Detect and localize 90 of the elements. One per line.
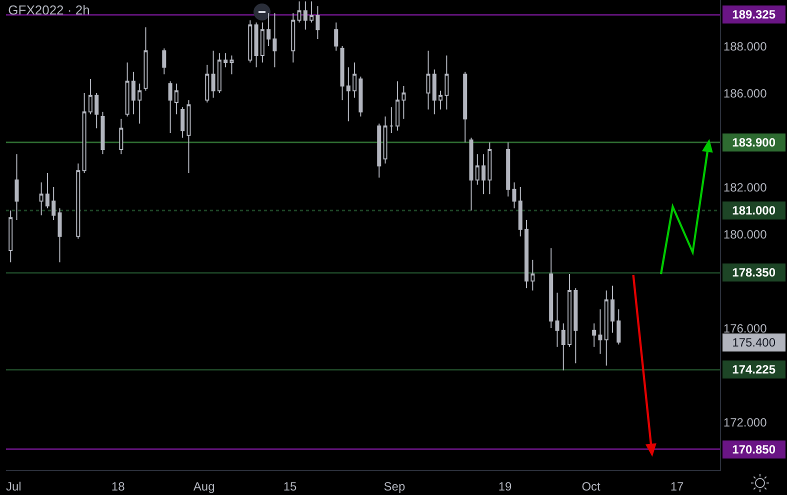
candlestick — [131, 71, 136, 115]
x-tick-label: 18 — [111, 479, 126, 494]
candlestick — [14, 154, 19, 220]
candlestick — [598, 308, 602, 354]
candlestick — [616, 308, 621, 346]
chart-title: GFX2022 · 2h — [8, 2, 90, 18]
x-tick-label: Jul — [6, 479, 22, 494]
candlestick — [389, 106, 394, 134]
candlestick — [162, 48, 166, 75]
candlestick — [45, 172, 50, 209]
x-tick-label: 15 — [283, 479, 298, 494]
y-tick-label: 180.000 — [723, 227, 768, 242]
y-tick-label: 182.000 — [723, 180, 768, 194]
x-tick-label: Sep — [384, 479, 406, 494]
candlestick — [248, 20, 252, 64]
candlestick — [346, 66, 350, 122]
candlestick — [358, 76, 363, 118]
candlestick — [352, 62, 357, 98]
candlestick — [125, 62, 130, 118]
candlestick — [291, 12, 296, 64]
candlestick — [186, 100, 191, 174]
y-tick-label: 186.000 — [723, 86, 768, 100]
candlestick — [39, 182, 44, 216]
candlestick — [303, 0, 308, 30]
candlestick — [506, 142, 510, 197]
candlestick — [568, 274, 572, 348]
candlestick — [549, 248, 554, 329]
candlestick — [211, 50, 216, 98]
candlestick — [396, 80, 400, 132]
candlestick — [426, 50, 430, 110]
candlestick — [482, 154, 486, 195]
candlestick — [444, 54, 449, 110]
candlestick — [610, 285, 615, 334]
candlestick — [119, 118, 124, 155]
candlestick — [52, 186, 56, 220]
candlestick — [138, 83, 142, 124]
candlestick — [555, 292, 560, 348]
candlestick — [266, 12, 271, 47]
candlestick — [488, 142, 492, 195]
x-tick-label: Aug — [193, 479, 215, 494]
candlestick — [217, 52, 222, 94]
candlestick — [82, 92, 86, 174]
ref-line-label: 178.350 — [732, 266, 776, 280]
candlestick — [463, 71, 468, 143]
candlestick — [340, 46, 344, 101]
candlestick — [604, 290, 608, 366]
x-tick-label: 19 — [498, 479, 512, 494]
candlestick — [530, 259, 535, 291]
candlestick — [88, 78, 92, 115]
candlestick — [518, 186, 522, 237]
y-tick-label: 188.000 — [723, 39, 768, 54]
candlestick — [254, 22, 258, 68]
x-tick-label: Oct — [582, 479, 602, 494]
candlestick — [76, 163, 80, 240]
candlestick — [8, 210, 13, 263]
candlestick — [334, 22, 338, 52]
candlestick — [260, 22, 264, 64]
candlestick — [438, 90, 443, 110]
ref-line-label: 170.850 — [732, 442, 776, 456]
ref-line-label: 183.900 — [732, 136, 776, 150]
candlestick — [100, 111, 105, 155]
candlestick — [377, 123, 382, 178]
candlestick — [475, 154, 480, 186]
candlestick — [144, 26, 148, 92]
text: 175.400 — [732, 336, 776, 350]
candlestick — [561, 322, 566, 371]
ref-line-label: 174.225 — [732, 362, 776, 376]
candlestick — [316, 6, 320, 40]
candlestick — [180, 106, 185, 138]
x-tick-label: 17 — [670, 479, 684, 494]
candlestick — [272, 12, 277, 68]
candlestick — [205, 64, 210, 103]
ref-line-label: 189.325 — [732, 8, 776, 22]
candlestick — [383, 116, 388, 164]
candlestick — [574, 288, 578, 364]
candlestick — [230, 54, 234, 75]
candlestick — [524, 219, 529, 289]
candlestick — [94, 92, 99, 129]
candlestick — [58, 208, 62, 263]
y-tick-label: 172.000 — [723, 415, 768, 430]
candlestick — [469, 137, 474, 212]
candlestick — [512, 182, 516, 209]
candlestick — [592, 322, 596, 348]
candlestick — [168, 80, 172, 134]
candlestick — [174, 83, 178, 115]
y-tick-label: 176.000 — [723, 321, 768, 336]
candlestick — [432, 69, 436, 115]
candlestick — [224, 52, 228, 68]
ref-line-label: 181.000 — [732, 204, 776, 218]
candlestick — [402, 86, 406, 120]
